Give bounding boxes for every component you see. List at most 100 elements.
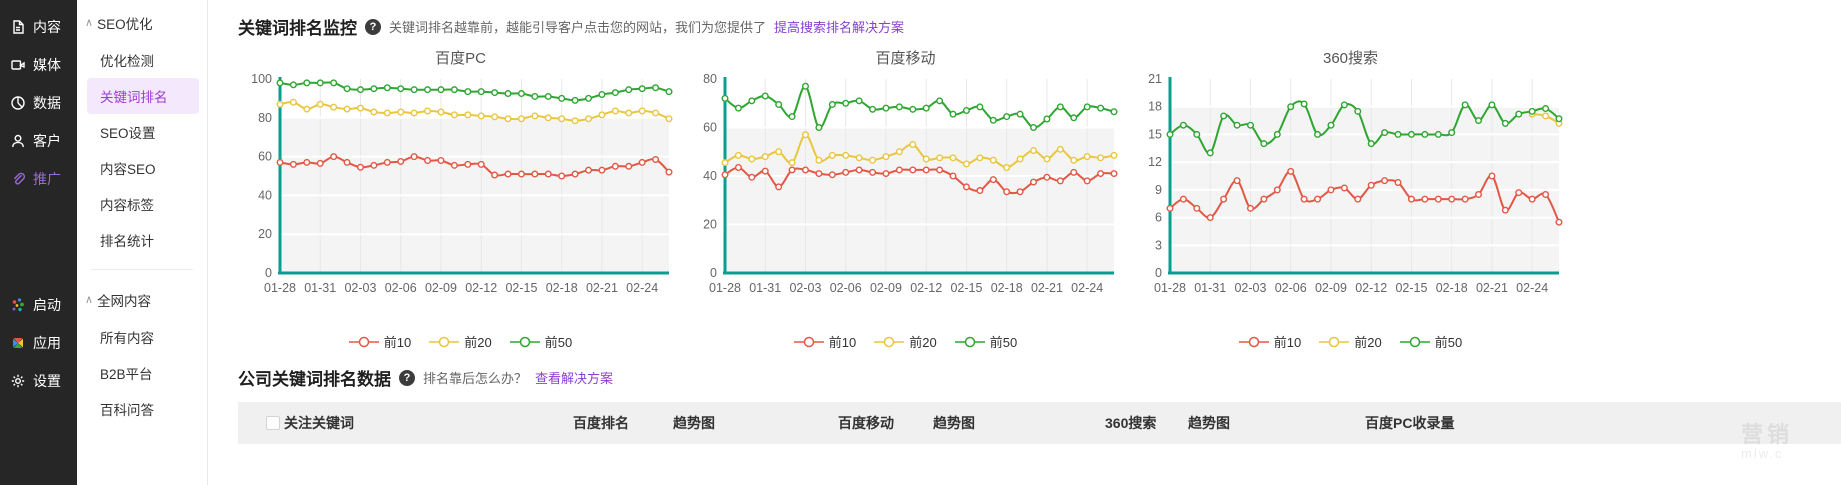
legend-item-前50[interactable]: 前50 xyxy=(509,332,573,351)
legend-marker-icon xyxy=(1399,336,1430,347)
column-header-2: 百度排名 xyxy=(573,415,629,431)
media-icon xyxy=(10,57,26,73)
sidebar-item-content[interactable]: 内容 xyxy=(0,8,77,46)
svg-text:02-03: 02-03 xyxy=(344,281,376,295)
chevron-up-icon: ∧ xyxy=(85,16,94,29)
column-header-3: 趋势图 xyxy=(673,415,715,431)
chart-legend: 前10 前20 前50 xyxy=(1128,332,1573,351)
sidebar-item-label: 媒体 xyxy=(33,57,61,73)
legend-marker-icon xyxy=(1319,336,1350,347)
svg-text:02-24: 02-24 xyxy=(626,281,658,295)
svg-text:02-12: 02-12 xyxy=(910,281,942,295)
subnav-item-all-content[interactable]: 所有内容 xyxy=(100,331,154,346)
improve-rank-solution-link[interactable]: 提高搜索排名解决方案 xyxy=(774,20,905,35)
sidebar-item-launch[interactable]: 启动 xyxy=(0,286,77,324)
legend-item-前10[interactable]: 前10 xyxy=(1238,332,1302,351)
column-header-8: 百度PC收录量 xyxy=(1365,415,1455,431)
svg-text:100: 100 xyxy=(251,72,272,86)
subnav-group-header[interactable]: ∧ SEO优化 xyxy=(77,4,207,42)
svg-text:3: 3 xyxy=(1155,238,1162,252)
subnav-item-content-seo[interactable]: 内容SEO xyxy=(100,162,156,177)
subnav-item-keyword-rank[interactable]: 关键词排名 xyxy=(87,78,199,114)
svg-text:02-15: 02-15 xyxy=(1395,281,1427,295)
svg-text:02-09: 02-09 xyxy=(1315,281,1347,295)
chart-百度PC: 百度PC 0 20 40 60 80 100 01-28 01-31 02-03 02-06 02-0… xyxy=(238,47,683,351)
sidebar-item-label: 启动 xyxy=(33,297,61,313)
subnav-group-label: SEO优化 xyxy=(97,17,153,32)
svg-text:02-18: 02-18 xyxy=(1436,281,1468,295)
keyword-table-section: 公司关键词排名数据 ? 排名靠后怎么办？ 查看解决方案 关注关键词 百度排名 趋势图… xyxy=(238,365,1841,444)
view-solution-link[interactable]: 查看解决方案 xyxy=(535,371,614,386)
monitor-description: 关键词排名越靠前，越能引导客户点击您的网站，我们为您提供了 xyxy=(389,20,767,35)
help-icon[interactable]: ? xyxy=(365,18,381,35)
subnav-item-content-tags[interactable]: 内容标签 xyxy=(100,198,154,213)
legend-label: 前10 xyxy=(383,335,412,350)
subnav-item-b2b[interactable]: B2B平台 xyxy=(100,367,153,382)
main-content: 关键词排名监控 ? 关键词排名越靠前，越能引导客户点击您的网站，我们为您提供了 … xyxy=(208,0,1841,485)
svg-text:20: 20 xyxy=(258,227,272,241)
legend-item-前50[interactable]: 前50 xyxy=(1399,332,1463,351)
sidebar-item-apps[interactable]: 应用 xyxy=(0,324,77,362)
svg-text:02-09: 02-09 xyxy=(425,281,457,295)
subnav-group-header[interactable]: ∧ 全网内容 xyxy=(77,281,207,319)
table-description: 排名靠后怎么办？ xyxy=(423,371,528,386)
svg-text:02-15: 02-15 xyxy=(950,281,982,295)
legend-item-前10[interactable]: 前10 xyxy=(348,332,412,351)
legend-label: 前20 xyxy=(1354,335,1382,350)
svg-text:02-21: 02-21 xyxy=(1476,281,1508,295)
sidebar-item-customer[interactable]: 客户 xyxy=(0,122,77,160)
svg-text:40: 40 xyxy=(258,188,272,202)
legend-item-前20[interactable]: 前20 xyxy=(1319,332,1382,351)
svg-text:02-24: 02-24 xyxy=(1071,281,1103,295)
subnav-item-baike[interactable]: 百科问答 xyxy=(100,403,154,418)
sidebar-item-promotion[interactable]: 推广 xyxy=(0,160,77,198)
svg-text:02-18: 02-18 xyxy=(991,281,1023,295)
chart-legend: 前10 前20 前50 xyxy=(238,332,683,351)
chart-百度移动: 百度移动 0 20 40 60 80 01-28 01-31 02-03 02-06 02-09 02… xyxy=(683,47,1128,351)
sidebar-item-label: 应用 xyxy=(33,335,61,351)
legend-label: 前10 xyxy=(1273,335,1302,350)
subnav-item-seo-settings[interactable]: SEO设置 xyxy=(100,126,156,141)
subnav-item-seo-check[interactable]: 优化检测 xyxy=(100,54,154,69)
legend-item-前50[interactable]: 前50 xyxy=(954,332,1017,351)
svg-text:9: 9 xyxy=(1155,183,1162,197)
sidebar-item-data[interactable]: 数据 xyxy=(0,84,77,122)
svg-text:80: 80 xyxy=(258,111,272,125)
svg-text:01-28: 01-28 xyxy=(264,281,296,295)
legend-marker-icon xyxy=(429,336,460,347)
svg-text:02-12: 02-12 xyxy=(465,281,497,295)
svg-text:02-03: 02-03 xyxy=(1234,281,1266,295)
select-all-checkbox[interactable] xyxy=(266,416,280,430)
svg-text:40: 40 xyxy=(703,169,717,183)
svg-text:01-28: 01-28 xyxy=(709,281,741,295)
legend-marker-icon xyxy=(348,336,379,347)
sidebar-item-label: 客户 xyxy=(33,133,61,149)
sidebar-item-label: 内容 xyxy=(33,19,61,35)
paperclip-icon xyxy=(10,171,26,187)
svg-text:12: 12 xyxy=(1148,155,1162,169)
svg-text:18: 18 xyxy=(1148,100,1162,114)
sidebar-item-settings[interactable]: 设置 xyxy=(0,362,77,400)
chart-canvas: 0 20 40 60 80 01-28 01-31 02-03 02-06 02-09 02-12 0… xyxy=(703,72,1118,295)
legend-label: 前50 xyxy=(1434,335,1463,350)
svg-text:02-12: 02-12 xyxy=(1355,281,1387,295)
svg-text:02-06: 02-06 xyxy=(830,281,862,295)
subnav-item-rank-stats[interactable]: 排名统计 xyxy=(100,234,154,249)
rail-top-group: 内容媒体数据客户推广 xyxy=(0,8,77,198)
help-icon[interactable]: ? xyxy=(399,369,415,386)
legend-marker-icon xyxy=(1238,336,1269,347)
sidebar-item-media[interactable]: 媒体 xyxy=(0,46,77,84)
chart-360搜索: 360搜索 0 3 6 9 12 15 18 21 01-28 01-31 02-03 02-06 02-… xyxy=(1128,47,1573,351)
legend-marker-icon xyxy=(954,336,985,347)
rail-bottom-group: 启动应用设置 xyxy=(0,286,77,400)
legend-label: 前50 xyxy=(544,335,573,350)
select-all-cell xyxy=(238,416,284,430)
svg-text:0: 0 xyxy=(710,266,717,280)
legend-item-前10[interactable]: 前10 xyxy=(793,332,857,351)
legend-item-前20[interactable]: 前20 xyxy=(874,332,937,351)
legend-label: 前10 xyxy=(828,335,857,350)
legend-item-前20[interactable]: 前20 xyxy=(429,332,492,351)
column-header-7: 趋势图 xyxy=(1188,415,1230,431)
chart-canvas: 0 20 40 60 80 100 01-28 01-31 02-03 02-06 02-09 02-… xyxy=(251,72,673,295)
monitor-section-header: 关键词排名监控 ? 关键词排名越靠前，越能引导客户点击您的网站，我们为您提供了 … xyxy=(238,14,1841,39)
